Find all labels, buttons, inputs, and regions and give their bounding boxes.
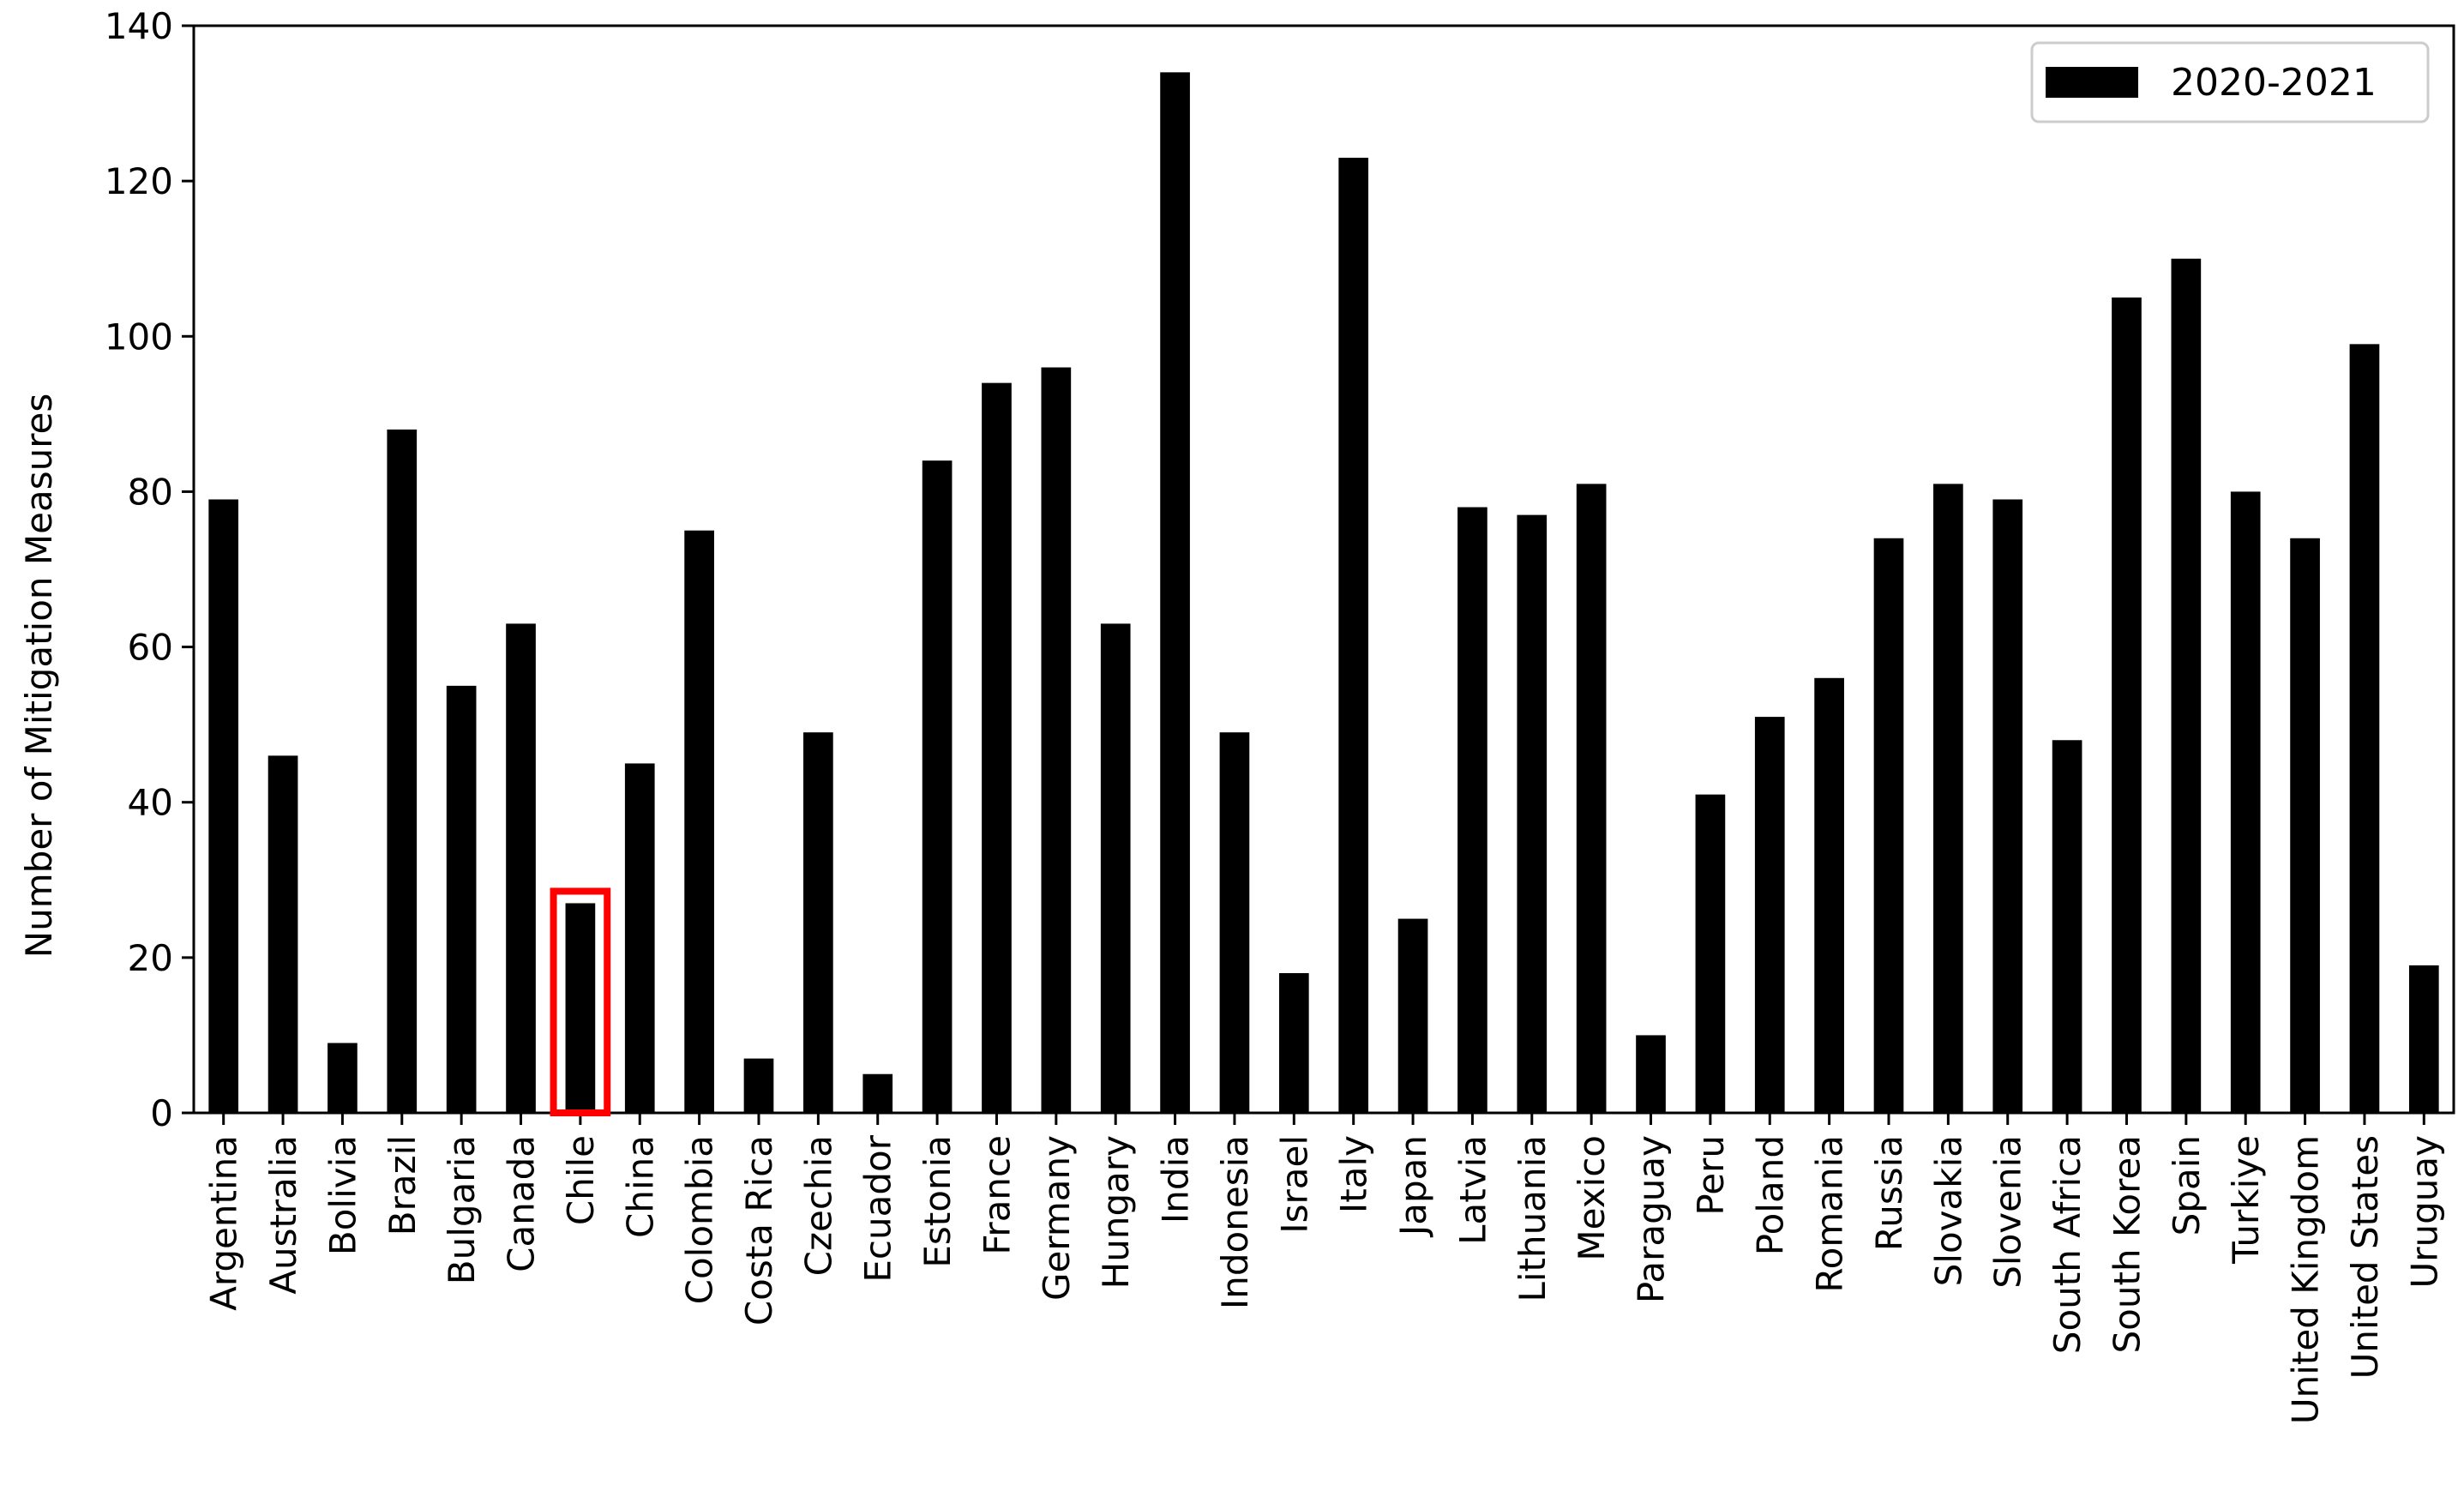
bar-italy bbox=[1338, 157, 1369, 1113]
x-tick-label: Australia bbox=[262, 1135, 304, 1295]
bar-czechia bbox=[803, 732, 833, 1113]
bar-russia bbox=[1873, 538, 1904, 1113]
bar-australia bbox=[267, 755, 298, 1113]
bar-israel bbox=[1278, 972, 1309, 1113]
y-tick-label: 0 bbox=[150, 1092, 173, 1134]
bar-argentina bbox=[208, 499, 239, 1113]
bar-slovenia bbox=[1992, 499, 2023, 1113]
x-tick-label: United States bbox=[2344, 1135, 2386, 1379]
bar-poland bbox=[1754, 717, 1785, 1113]
x-tick-label: Slovenia bbox=[1987, 1135, 2029, 1289]
x-tick-label: Poland bbox=[1749, 1135, 1791, 1255]
x-tick-label: United Kingdom bbox=[2285, 1135, 2327, 1424]
highlight-layer bbox=[550, 887, 611, 1116]
bar-india bbox=[1160, 72, 1190, 1113]
bar-spain bbox=[2171, 258, 2202, 1113]
bar-peru bbox=[1695, 794, 1726, 1113]
x-tick-label: Canada bbox=[501, 1135, 543, 1272]
x-tick-label: Indonesia bbox=[1214, 1135, 1256, 1309]
bar-colombia bbox=[684, 530, 714, 1113]
y-axis: 0 20 40 60 80 100 120 140 bbox=[105, 5, 194, 1134]
x-tick-label: Hungary bbox=[1095, 1135, 1137, 1289]
bar-canada bbox=[506, 623, 536, 1113]
x-tick-label: South Africa bbox=[2046, 1135, 2088, 1354]
x-tick-label: Colombia bbox=[679, 1135, 721, 1304]
bar-slovakia bbox=[1933, 484, 1963, 1113]
x-tick-label: Czechia bbox=[797, 1135, 839, 1276]
y-tick-label: 60 bbox=[128, 627, 173, 669]
x-tick-label: Argentina bbox=[203, 1135, 245, 1311]
x-tick-label: Uruguay bbox=[2403, 1135, 2445, 1289]
x-tick-label: Russia bbox=[1868, 1135, 1910, 1251]
x-tick-label: Romania bbox=[1809, 1135, 1851, 1293]
legend-box bbox=[2030, 41, 2430, 123]
x-tick-label: Italy bbox=[1333, 1135, 1375, 1213]
x-tick-label: Bulgaria bbox=[441, 1135, 483, 1284]
bar-china bbox=[624, 763, 655, 1113]
plot-frame bbox=[192, 24, 2455, 1115]
x-tick-label: Costa Rica bbox=[738, 1135, 780, 1326]
y-tick-label: 100 bbox=[105, 316, 173, 358]
x-tick-label: Israel bbox=[1273, 1135, 1315, 1234]
bar-ecuador bbox=[862, 1073, 893, 1113]
x-tick-label: Latvia bbox=[1451, 1135, 1493, 1245]
bar-hungary bbox=[1100, 623, 1131, 1113]
bar-lithuania bbox=[1517, 514, 1548, 1113]
x-tick-label: Brazil bbox=[382, 1135, 424, 1235]
x-tick-label: China bbox=[619, 1135, 661, 1238]
bar-costa-rica bbox=[743, 1058, 774, 1113]
x-tick-label: Chile bbox=[560, 1135, 602, 1225]
y-axis-label: Number of Mitigation Measures bbox=[18, 394, 60, 959]
bar-mexico bbox=[1576, 484, 1607, 1113]
bar-uruguay bbox=[2408, 965, 2439, 1113]
bar-united-states bbox=[2349, 344, 2380, 1113]
x-tick-label: France bbox=[976, 1135, 1018, 1255]
highlight-box bbox=[550, 887, 611, 1116]
bar-france bbox=[982, 382, 1012, 1114]
bars-group bbox=[208, 72, 2439, 1114]
bar-japan bbox=[1397, 918, 1428, 1113]
bar-bolivia bbox=[328, 1043, 358, 1113]
bar-bulgaria bbox=[446, 685, 477, 1113]
x-tick-label: Mexico bbox=[1571, 1135, 1613, 1261]
legend-swatch bbox=[2046, 67, 2138, 98]
bar-germany bbox=[1041, 367, 1072, 1113]
y-tick-label: 20 bbox=[128, 937, 173, 979]
x-tick-label: South Korea bbox=[2106, 1135, 2148, 1353]
y-tick-label: 140 bbox=[105, 5, 173, 47]
x-tick-label: Ecuador bbox=[857, 1134, 899, 1282]
x-tick-label: Spain bbox=[2166, 1135, 2208, 1235]
x-tick-label: Turkiye bbox=[2225, 1135, 2267, 1265]
x-tick-label: Slovakia bbox=[1927, 1135, 1969, 1286]
x-tick-label: Lithuania bbox=[1511, 1135, 1554, 1302]
x-tick-label: Paraguay bbox=[1631, 1135, 1673, 1303]
y-tick-label: 40 bbox=[128, 782, 173, 824]
bar-brazil bbox=[387, 429, 418, 1113]
bar-united-kingdom bbox=[2290, 538, 2320, 1113]
bar-turkiye bbox=[2230, 491, 2261, 1113]
bar-chile bbox=[565, 903, 596, 1113]
bar-south-africa bbox=[2052, 740, 2082, 1113]
x-tick-label: Estonia bbox=[916, 1135, 959, 1268]
bar-paraguay bbox=[1636, 1035, 1666, 1113]
bar-romania bbox=[1814, 677, 1844, 1113]
bar-indonesia bbox=[1219, 732, 1250, 1113]
y-tick-label: 80 bbox=[128, 471, 173, 513]
x-tick-label: Japan bbox=[1392, 1135, 1434, 1238]
legend: 2020-2021 bbox=[2030, 41, 2430, 123]
x-tick-label: Bolivia bbox=[322, 1135, 364, 1255]
bar-latvia bbox=[1457, 507, 1487, 1113]
x-tick-label: India bbox=[1155, 1135, 1197, 1223]
x-tick-label: Peru bbox=[1690, 1135, 1732, 1216]
x-tick-label: Germany bbox=[1036, 1135, 1078, 1301]
bar-south-korea bbox=[2112, 298, 2142, 1113]
legend-label: 2020-2021 bbox=[2171, 61, 2377, 105]
x-axis: Argentina Australia Bolivia Brazil Bulgaria C… bbox=[203, 1113, 2445, 1424]
y-tick-label: 120 bbox=[105, 160, 173, 202]
bar-estonia bbox=[922, 460, 953, 1113]
